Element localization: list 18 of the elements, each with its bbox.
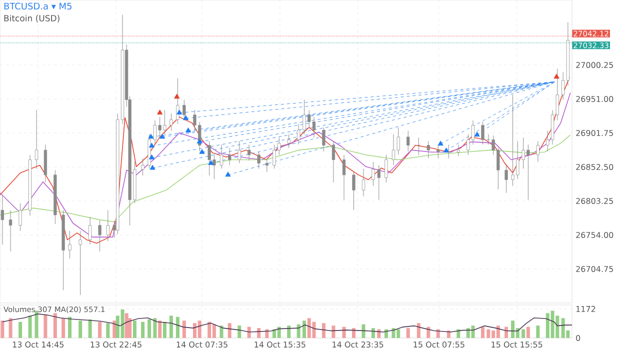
x-tick-label: 14 Oct 07:35 [176,342,228,348]
y-tick-label: 26803.25 [576,198,613,204]
text: Bitcoin (USD) [4,14,60,22]
y-tick-label: 27000.25 [576,62,613,68]
y-tick-label: 26951.00 [576,96,614,102]
y-tick-label: 1172 [576,306,596,312]
y-tick-label: 0 [576,334,580,342]
x-tick-label: 14 Oct 23:35 [332,342,384,348]
x-tick-label: 15 Oct 15:55 [492,342,542,348]
y-tick-label: 26901.75 [576,130,613,136]
x-tick-label: 13 Oct 14:45 [12,342,64,348]
x-tick-label: 15 Oct 07:55 [414,342,464,348]
chart-title: BTCUSD.a ▾ M5 [4,2,72,10]
y-tick-label: 26852.50 [576,164,614,170]
y-tick-label: 26754.00 [576,232,614,238]
x-tick-label: 13 Oct 22:45 [90,342,142,348]
x-tick-label: 14 Oct 15:35 [254,342,306,348]
y-tick-label: 26704.75 [576,266,613,272]
